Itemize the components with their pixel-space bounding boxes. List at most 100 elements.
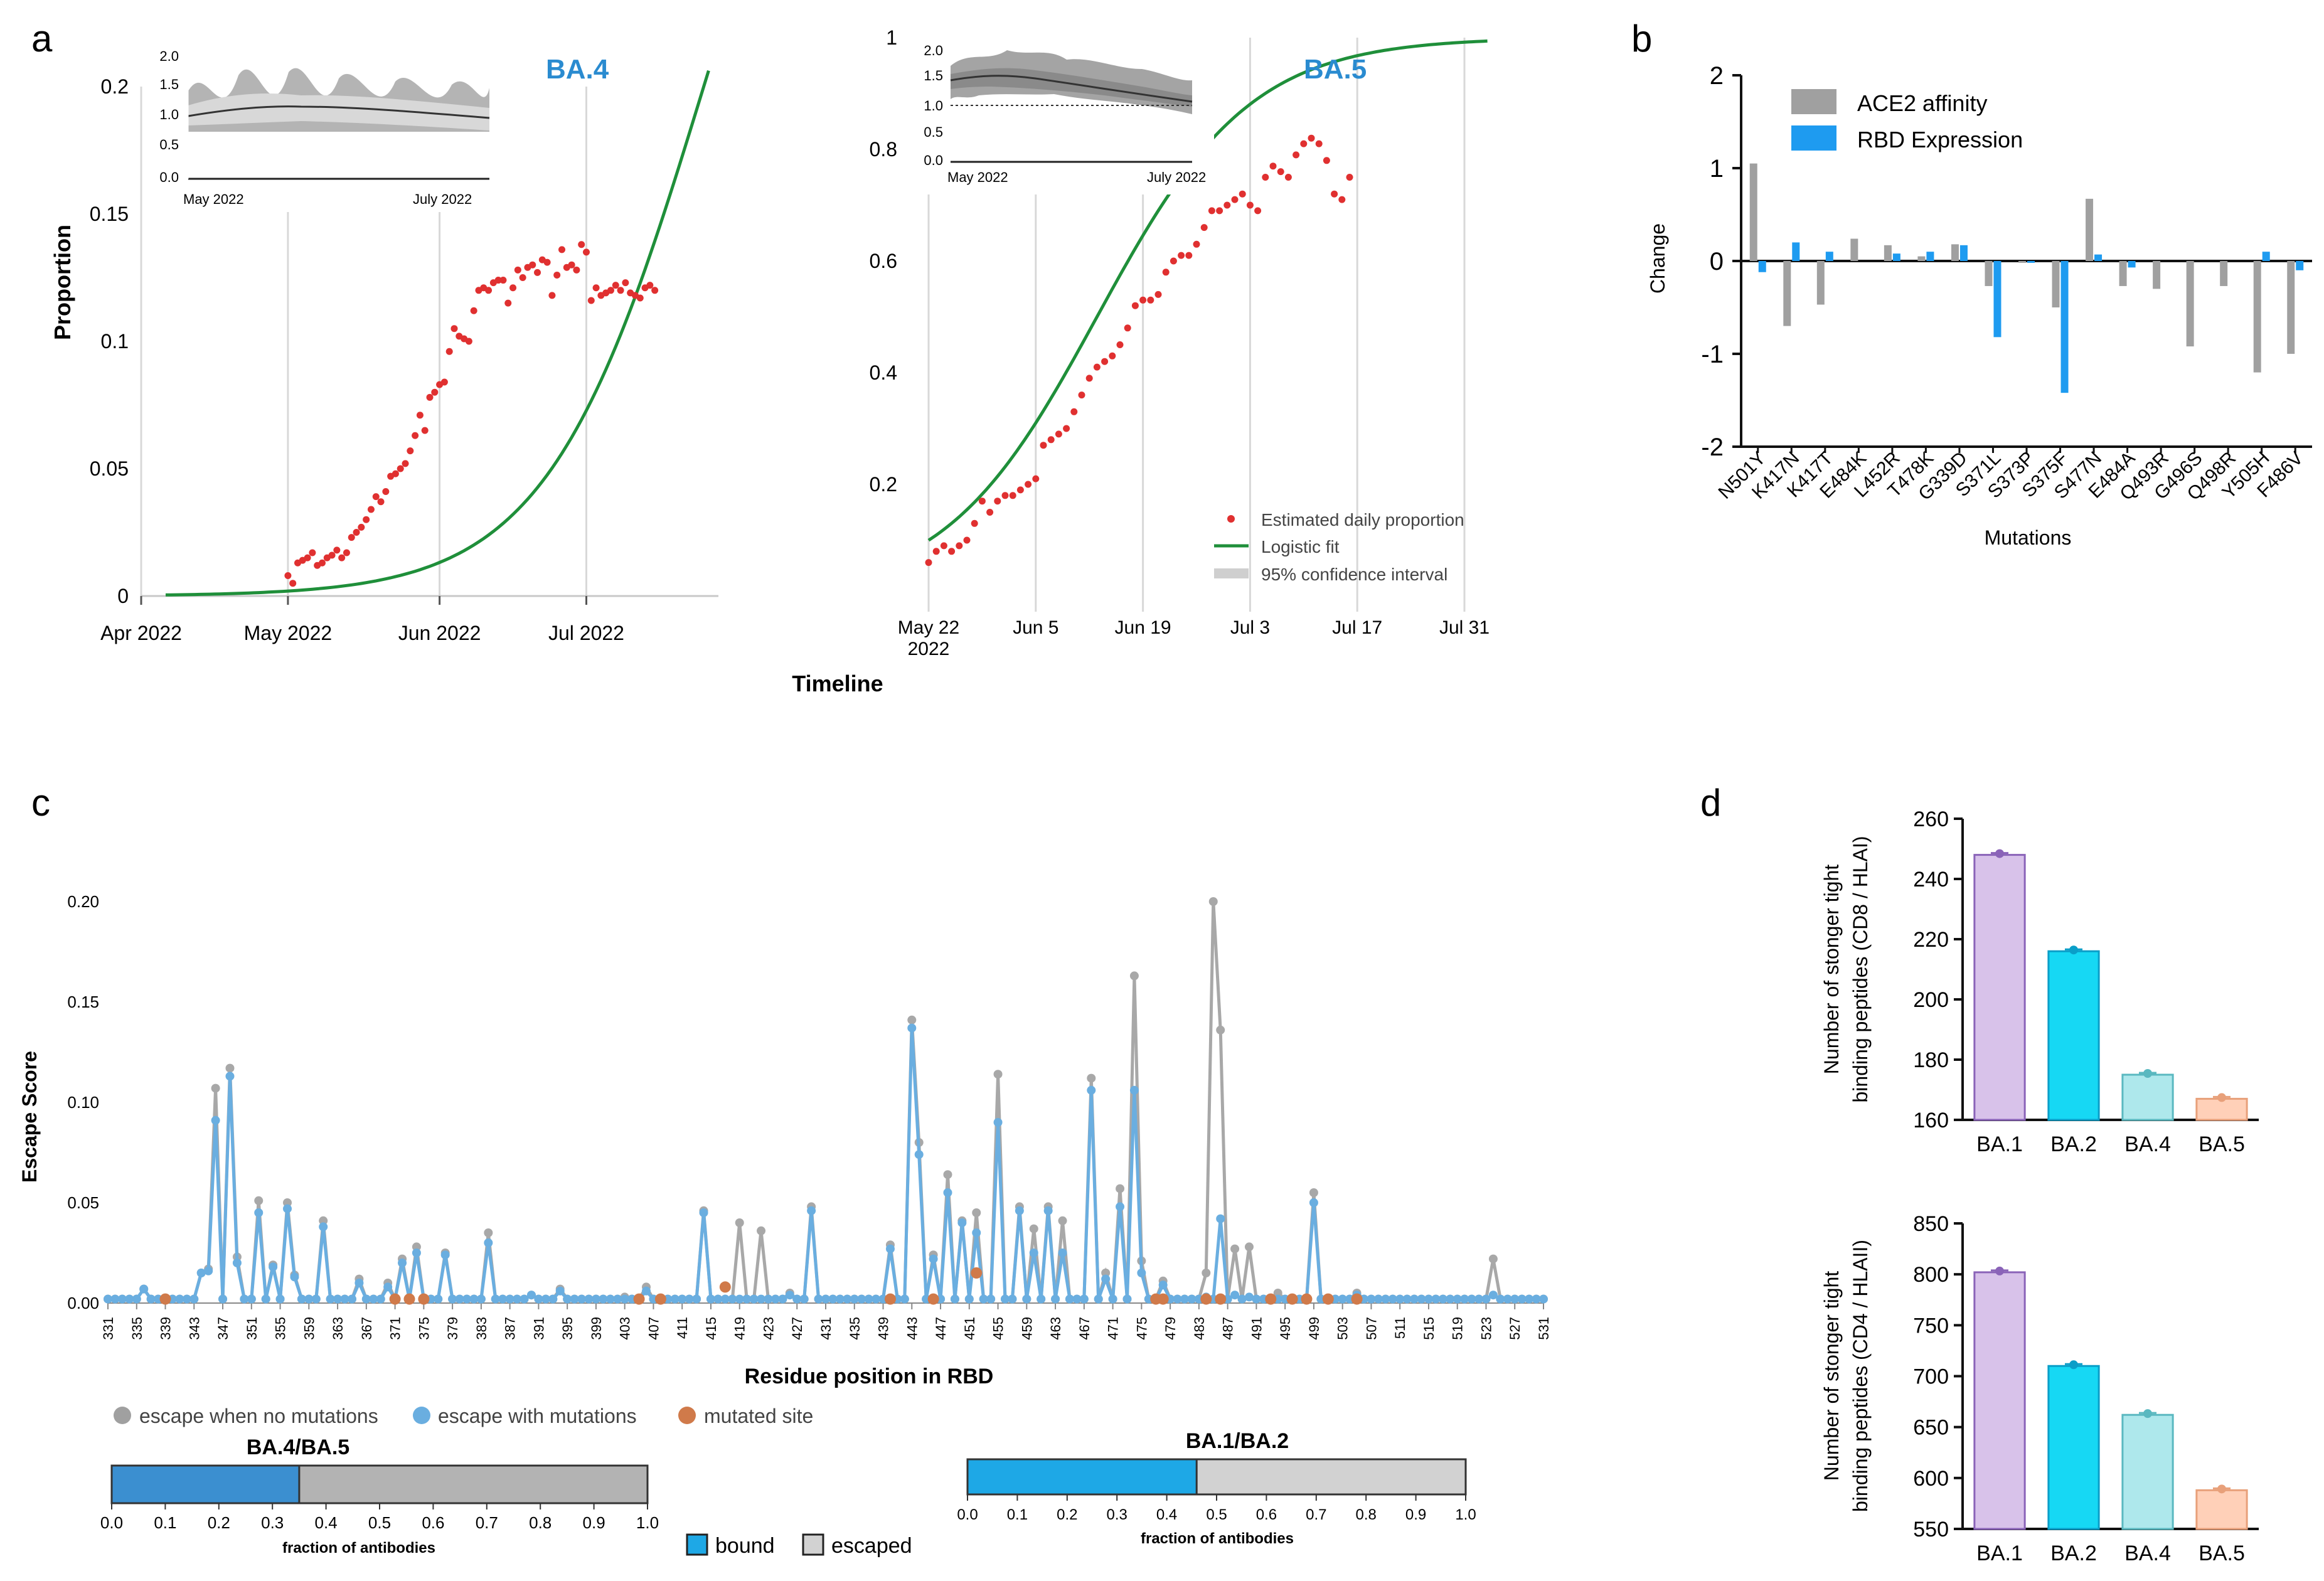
chart-title-ba4: BA.4 (546, 54, 609, 85)
data-point (548, 292, 556, 299)
data-point (1016, 486, 1024, 494)
escape-with-mutation-point (261, 1294, 270, 1304)
escape-with-mutation-point (175, 1294, 184, 1304)
data-point (445, 348, 453, 355)
bar-rbd (2060, 261, 2069, 393)
x-tick-label: 415 (703, 1317, 719, 1340)
data-point (1338, 196, 1346, 203)
escape-no-mutation-point (993, 1070, 1003, 1079)
data-point (514, 266, 521, 274)
bar-ace2 (1749, 163, 1757, 261)
fraction-tick-label: 0.8 (529, 1513, 552, 1532)
x-tick-label: 455 (991, 1317, 1006, 1340)
x-tick-label: 451 (962, 1317, 978, 1340)
escape-with-mutation-point (132, 1294, 141, 1304)
inset-ba4-ytick: 0.0 (159, 169, 179, 185)
data-point (573, 266, 580, 274)
escape-with-mutation-point (692, 1294, 701, 1304)
data-point (963, 536, 971, 544)
x-tick-label: 495 (1277, 1317, 1293, 1340)
data-point (1101, 358, 1109, 365)
axis-label-change: Change (1646, 223, 1669, 294)
data-point (470, 307, 477, 314)
escape-with-mutation-point (491, 1294, 500, 1304)
bar-ace2 (1850, 238, 1858, 261)
data-point (397, 465, 404, 472)
escape-with-mutation-point (513, 1294, 522, 1304)
legend-b-item: ACE2 affinity (1857, 90, 1987, 116)
bar-ace2 (2153, 261, 2161, 289)
data-point (543, 258, 551, 266)
escape-with-mutation-point (189, 1294, 199, 1304)
fraction-tick-label: 0.0 (100, 1513, 123, 1532)
data-point (1032, 475, 1040, 482)
escape-no-mutation-point (1202, 1269, 1211, 1277)
bar-rbd (1926, 252, 1934, 261)
escape-with-mutation-point (986, 1294, 996, 1304)
data-point (382, 488, 390, 496)
axis-label-proportion: Proportion (50, 225, 75, 340)
fraction-bar-xlabel: fraction of antibodies (282, 1540, 435, 1557)
x-tick-label: Jul 2022 (548, 622, 624, 644)
x-tick-label: Apr 2022 (100, 622, 182, 644)
fraction-bar-ba45: BA.4/BA.5 0.0 0.1 0.2 0.3 0.4 0.5 0.6 0.7 0.8 0.9… (100, 1435, 659, 1557)
fraction-bar-bound (966, 1458, 1198, 1496)
x-tick-label: 519 (1450, 1317, 1466, 1340)
escape-with-mutation-point (218, 1294, 228, 1304)
bar-rbd (1792, 242, 1800, 261)
data-point (1025, 481, 1032, 488)
escape-with-mutation-point (1539, 1294, 1548, 1304)
data-point (309, 549, 316, 556)
escape-with-mutation-point (1051, 1294, 1060, 1304)
escape-with-mutation-point (1417, 1294, 1426, 1304)
escape-with-mutation-point (1367, 1294, 1376, 1304)
bar (2195, 1097, 2248, 1121)
inset-ba4-ytick: 1.5 (159, 77, 179, 92)
escape-with-mutation-point (1065, 1294, 1074, 1304)
bar (2121, 1073, 2174, 1121)
escape-no-mutation-point (211, 1083, 220, 1093)
mutated-site-point (927, 1293, 939, 1305)
data-point (1262, 174, 1269, 181)
bar-ace2 (2086, 198, 2094, 261)
escape-no-mutation-point (254, 1196, 264, 1205)
y-tick-label: 200 (1913, 988, 1949, 1012)
escape-with-mutation-point (398, 1259, 407, 1267)
escape-with-mutation-point (225, 1072, 235, 1081)
y-tick-label: -1 (1701, 341, 1724, 368)
chart-title-ba5: BA.5 (1304, 54, 1367, 85)
escape-with-mutation-point (326, 1294, 335, 1304)
x-tick-label: 395 (560, 1317, 575, 1340)
y-axis-label: binding peptides (CD8 / HLAI) (1849, 836, 1872, 1102)
escape-no-mutation-point (1208, 897, 1218, 906)
data-point (465, 338, 472, 345)
escape-with-mutation-point (498, 1294, 508, 1304)
data-point (986, 509, 994, 516)
escape-with-mutation-point (376, 1294, 385, 1304)
escape-no-mutation-point (1216, 1025, 1225, 1035)
y-tick-label: 1 (1710, 155, 1724, 183)
escape-with-mutation-point (1510, 1294, 1520, 1304)
escape-with-mutation-point (254, 1208, 264, 1217)
fraction-bar-title: BA.4/BA.5 (247, 1435, 349, 1459)
fraction-tick-label: 0.5 (368, 1513, 391, 1532)
escape-with-mutation-point (347, 1294, 356, 1304)
escape-with-mutation-point (383, 1282, 393, 1292)
data-point (1001, 492, 1009, 499)
data-point (1200, 224, 1208, 232)
fraction-tick-label: 0.2 (1057, 1506, 1077, 1523)
y-tick-label: 260 (1913, 807, 1949, 831)
data-point (402, 460, 409, 467)
escape-no-mutation-point (283, 1198, 292, 1207)
legend-c: escape when no mutations escape with mut… (114, 1405, 813, 1427)
escape-with-mutation-point (850, 1294, 859, 1304)
escape-with-mutation-point (699, 1208, 708, 1217)
escape-with-mutation-point (1072, 1294, 1082, 1304)
escape-with-mutation-point (1402, 1294, 1412, 1304)
x-tick-label: 411 (674, 1317, 690, 1339)
data-point (948, 548, 956, 555)
y-tick-label: 0.4 (870, 361, 897, 384)
bar-rbd (1993, 261, 2002, 338)
bar (2121, 1413, 2174, 1530)
